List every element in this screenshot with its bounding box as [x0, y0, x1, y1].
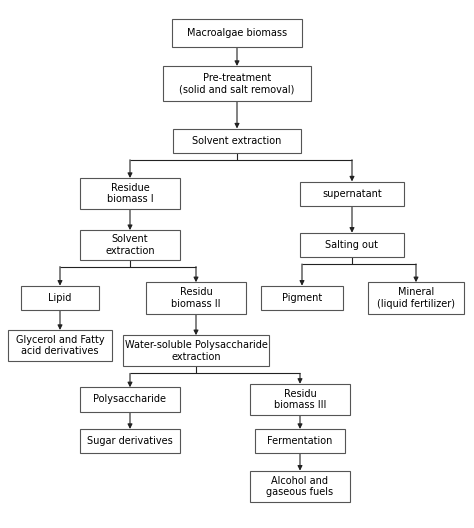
Text: Mineral
(liquid fertilizer): Mineral (liquid fertilizer)	[377, 287, 455, 309]
Text: Residu
biomass III: Residu biomass III	[274, 389, 326, 410]
Text: Alcohol and
gaseous fuels: Alcohol and gaseous fuels	[266, 476, 334, 497]
FancyBboxPatch shape	[173, 128, 301, 153]
Text: Glycerol and Fatty
acid derivatives: Glycerol and Fatty acid derivatives	[16, 335, 104, 356]
FancyBboxPatch shape	[146, 282, 246, 314]
Text: Residue
biomass I: Residue biomass I	[107, 183, 153, 204]
Text: Polysaccharide: Polysaccharide	[93, 394, 166, 404]
FancyBboxPatch shape	[172, 19, 302, 47]
Text: Lipid: Lipid	[48, 293, 72, 303]
Text: Pigment: Pigment	[282, 293, 322, 303]
Text: Macroalgae biomass: Macroalgae biomass	[187, 28, 287, 38]
FancyBboxPatch shape	[80, 178, 180, 209]
FancyBboxPatch shape	[250, 470, 350, 502]
Text: Water-soluble Polysaccharide
extraction: Water-soluble Polysaccharide extraction	[125, 340, 267, 362]
FancyBboxPatch shape	[21, 286, 99, 310]
FancyBboxPatch shape	[80, 429, 180, 454]
Text: supernatant: supernatant	[322, 188, 382, 199]
Text: Solvent extraction: Solvent extraction	[192, 136, 282, 146]
Text: Sugar derivatives: Sugar derivatives	[87, 436, 173, 446]
Text: Solvent
extraction: Solvent extraction	[105, 234, 155, 256]
Text: Fermentation: Fermentation	[267, 436, 333, 446]
Text: Salting out: Salting out	[326, 240, 379, 250]
FancyBboxPatch shape	[300, 233, 404, 257]
Text: Pre-treatment
(solid and salt removal): Pre-treatment (solid and salt removal)	[179, 72, 295, 94]
FancyBboxPatch shape	[163, 66, 311, 101]
FancyBboxPatch shape	[123, 335, 269, 366]
FancyBboxPatch shape	[255, 429, 345, 454]
FancyBboxPatch shape	[8, 330, 112, 361]
FancyBboxPatch shape	[250, 384, 350, 415]
Text: Residu
biomass II: Residu biomass II	[171, 287, 221, 309]
FancyBboxPatch shape	[261, 286, 343, 310]
FancyBboxPatch shape	[80, 388, 180, 412]
FancyBboxPatch shape	[80, 230, 180, 260]
FancyBboxPatch shape	[300, 182, 404, 206]
FancyBboxPatch shape	[368, 282, 464, 314]
